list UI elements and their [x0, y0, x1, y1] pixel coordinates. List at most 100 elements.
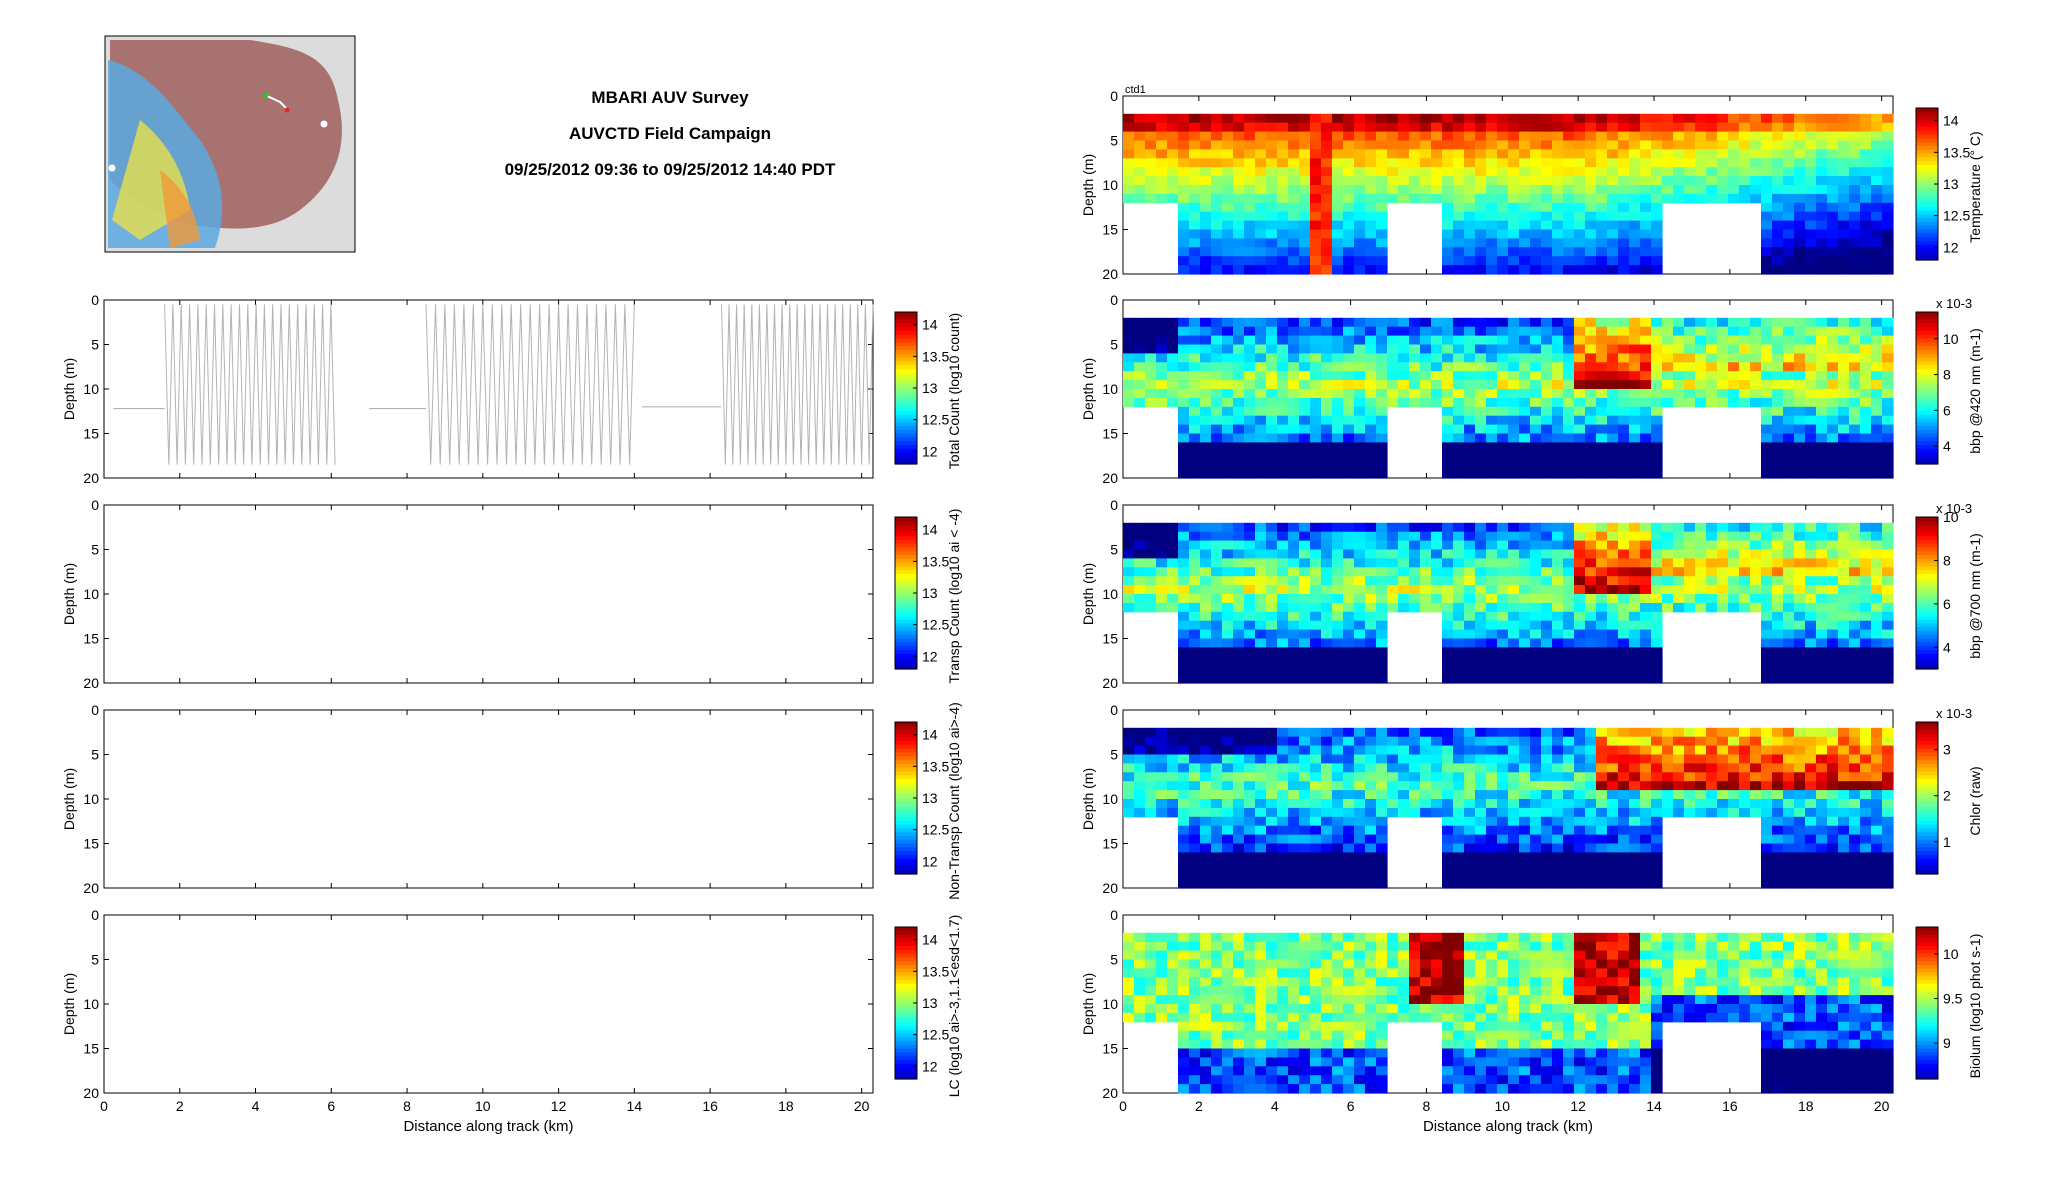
colorbar-swatch	[895, 422, 917, 427]
heatmap-cell	[1343, 843, 1355, 853]
heatmap-cell	[1398, 531, 1410, 542]
heatmap-cell	[1244, 843, 1256, 853]
heatmap-cell	[1618, 389, 1630, 399]
heatmap-cell	[1552, 522, 1564, 533]
heatmap-cell	[1607, 176, 1619, 186]
heatmap-cell	[1761, 522, 1773, 533]
heatmap-cell	[1310, 540, 1322, 551]
heatmap-cell	[1508, 406, 1520, 417]
heatmap-cell	[1365, 397, 1377, 408]
heatmap-cell	[1475, 558, 1487, 568]
heatmap-cell	[1343, 825, 1355, 836]
heatmap-cell	[1849, 647, 1861, 657]
heatmap-cell	[1530, 879, 1542, 889]
heatmap-cell	[1563, 335, 1575, 346]
heatmap-cell	[1299, 549, 1311, 559]
colorbar-swatch	[895, 839, 917, 845]
heatmap-cell	[1145, 807, 1157, 818]
heatmap-cell	[1816, 424, 1828, 435]
heatmap-cell	[1706, 176, 1718, 186]
heatmap-cell	[1552, 113, 1564, 124]
heatmap-cell	[1200, 602, 1212, 613]
heatmap-cell	[1739, 176, 1751, 186]
heatmap-cell	[1475, 353, 1487, 363]
colorbar-tick-label: 13	[922, 995, 938, 1011]
heatmap-cell	[1717, 736, 1729, 747]
heatmap-cell	[1266, 879, 1278, 889]
heatmap-cell	[1794, 629, 1806, 640]
heatmap-cell	[1585, 879, 1597, 889]
heatmap-cell	[1365, 460, 1377, 470]
heatmap-cell	[1332, 790, 1344, 800]
heatmap-cell	[1332, 799, 1344, 809]
heatmap-cell	[1299, 460, 1311, 470]
heatmap-cell	[1640, 220, 1652, 231]
colorbar-swatch	[1916, 244, 1938, 250]
heatmap-cell	[1277, 558, 1289, 568]
heatmap-cell	[1585, 602, 1597, 613]
heatmap-cell	[1288, 211, 1300, 222]
y-tick-label: 20	[83, 470, 99, 486]
heatmap-cell	[1321, 247, 1333, 257]
heatmap-cell	[1541, 229, 1553, 239]
heatmap-cell	[1222, 620, 1234, 631]
heatmap-cell	[1178, 158, 1190, 168]
heatmap-cell	[1596, 807, 1608, 818]
heatmap-cell	[1783, 424, 1795, 435]
heatmap-cell	[1420, 763, 1432, 773]
heatmap-cell	[1772, 807, 1784, 818]
heatmap-cell	[1464, 362, 1476, 372]
heatmap-cell	[1882, 602, 1894, 613]
heatmap-cell	[1838, 265, 1850, 275]
heatmap-cell	[1277, 567, 1289, 577]
heatmap-cell	[1662, 585, 1674, 595]
heatmap-cell	[1156, 185, 1168, 195]
heatmap-cell	[1750, 371, 1762, 381]
heatmap-cell	[1123, 344, 1135, 354]
heatmap-cell	[1178, 460, 1190, 470]
heatmap-cell	[1585, 611, 1597, 622]
heatmap-cell	[1178, 247, 1190, 257]
x-tick-label: 8	[403, 1098, 411, 1114]
heatmap-cell	[1871, 549, 1883, 559]
heatmap-cell	[1277, 415, 1289, 426]
heatmap-cell	[1684, 781, 1696, 791]
heatmap-cell	[1596, 870, 1608, 880]
heatmap-cell	[1365, 763, 1377, 773]
heatmap-cell	[1607, 229, 1619, 239]
heatmap-cell	[1519, 380, 1531, 390]
heatmap-cell	[1640, 176, 1652, 186]
heatmap-cell	[1508, 620, 1520, 631]
heatmap-cell	[1288, 540, 1300, 551]
heatmap-cell	[1156, 745, 1168, 756]
heatmap-cell	[1838, 611, 1850, 622]
heatmap-cell	[1596, 745, 1608, 756]
heatmap-cell	[1508, 238, 1520, 248]
heatmap-cell	[1772, 638, 1784, 648]
heatmap-cell	[1497, 415, 1509, 426]
heatmap-cell	[1541, 549, 1553, 559]
heatmap-cell	[1200, 451, 1212, 461]
heatmap-cell	[1299, 451, 1311, 461]
heatmap-cell	[1332, 158, 1344, 168]
heatmap-cell	[1563, 585, 1575, 595]
heatmap-cell	[1574, 647, 1586, 657]
heatmap-cell	[1464, 397, 1476, 408]
heatmap-cell	[1189, 185, 1201, 195]
heatmap-cell	[1178, 380, 1190, 390]
heatmap-cell	[1255, 522, 1267, 533]
y-tick-label: 15	[83, 836, 99, 852]
heatmap-cell	[1233, 211, 1245, 222]
heatmap-cell	[1156, 389, 1168, 399]
heatmap-cell	[1134, 140, 1146, 150]
heatmap-cell	[1772, 265, 1784, 275]
heatmap-cell	[1145, 362, 1157, 372]
heatmap-cell	[1244, 344, 1256, 354]
heatmap-cell	[1673, 772, 1685, 782]
heatmap-cell	[1310, 185, 1322, 195]
colorbar-swatch	[895, 790, 917, 795]
heatmap-cell	[1596, 469, 1608, 479]
heatmap-cell	[1838, 665, 1850, 675]
heatmap-cell	[1684, 317, 1696, 328]
